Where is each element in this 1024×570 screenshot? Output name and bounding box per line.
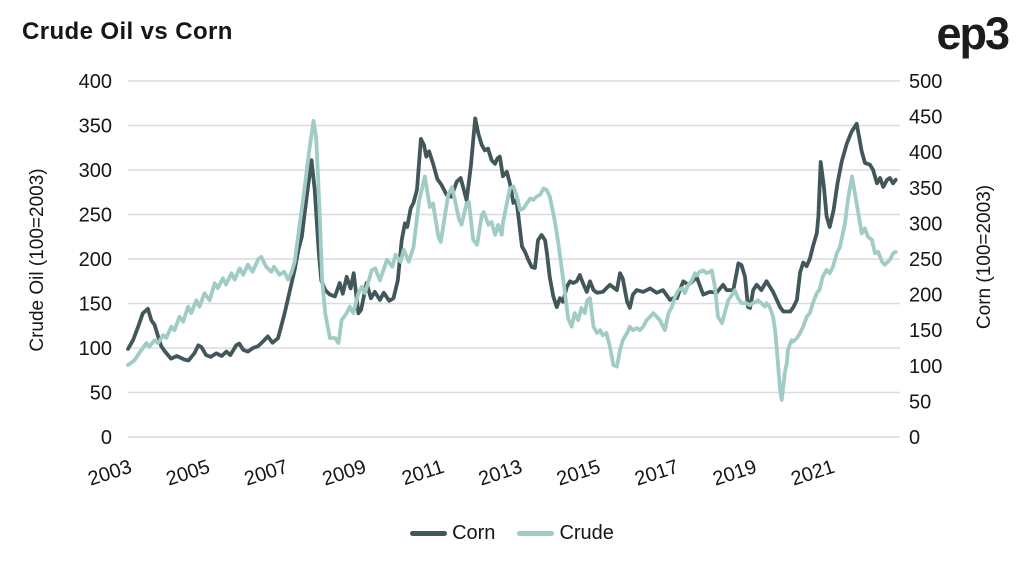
- right-axis-tick-label: 50: [909, 391, 931, 413]
- right-axis-tick-label: 250: [909, 249, 942, 271]
- right-axis-tick-label: 350: [909, 178, 942, 200]
- x-axis-tick-label: 2009: [320, 456, 369, 491]
- corn-line-swatch: [410, 531, 448, 536]
- left-axis-tick-label: 250: [79, 205, 112, 227]
- x-axis-tick-label: 2011: [399, 456, 447, 490]
- legend-label-corn: Corn: [452, 522, 496, 544]
- x-axis-tick-label: 2019: [710, 456, 759, 491]
- x-axis-tick-label: 2003: [85, 456, 134, 491]
- legend-label-crude: Crude: [559, 522, 614, 544]
- x-axis-tick-label: 2017: [632, 456, 681, 491]
- legend-item-crude[interactable]: Crude: [517, 522, 614, 545]
- right-axis-tick-label: 450: [909, 107, 942, 129]
- left-axis-tick-label: 150: [79, 294, 112, 316]
- left-axis-tick-label: 100: [79, 338, 112, 360]
- left-axis-tick-label: 400: [79, 71, 112, 93]
- right-axis-tick-label: 0: [909, 427, 920, 449]
- right-axis-tick-label: 150: [909, 320, 942, 342]
- x-axis-tick-label: 2021: [788, 456, 837, 491]
- x-axis-tick-label: 2015: [554, 456, 603, 491]
- left-axis-tick-label: 350: [79, 116, 112, 138]
- crude-line-swatch: [517, 531, 555, 536]
- x-axis-tick-label: 2007: [242, 456, 291, 491]
- right-axis-tick-label: 400: [909, 142, 942, 164]
- left-axis-tick-label: 300: [79, 160, 112, 182]
- series-line-crude: [126, 119, 898, 402]
- page-title: Crude Oil vs Corn: [22, 18, 233, 45]
- right-axis-tick-label: 200: [909, 285, 942, 307]
- right-axis-tick-label: 100: [909, 356, 942, 378]
- legend-item-corn[interactable]: Corn: [410, 522, 495, 545]
- x-axis-tick-label: 2005: [164, 456, 213, 491]
- ep3-logo: ep3: [936, 8, 1010, 59]
- left-axis-tick-label: 0: [101, 427, 112, 449]
- x-axis-tick-label: 2013: [476, 456, 525, 491]
- left-axis-tick-label: 200: [79, 249, 112, 271]
- right-axis-tick-label: 500: [909, 71, 942, 93]
- left-axis-tick-label: 50: [90, 383, 112, 405]
- series-line-corn: [126, 116, 898, 363]
- chart-legend: Corn Crude: [0, 522, 1024, 545]
- right-axis-tick-label: 300: [909, 213, 942, 235]
